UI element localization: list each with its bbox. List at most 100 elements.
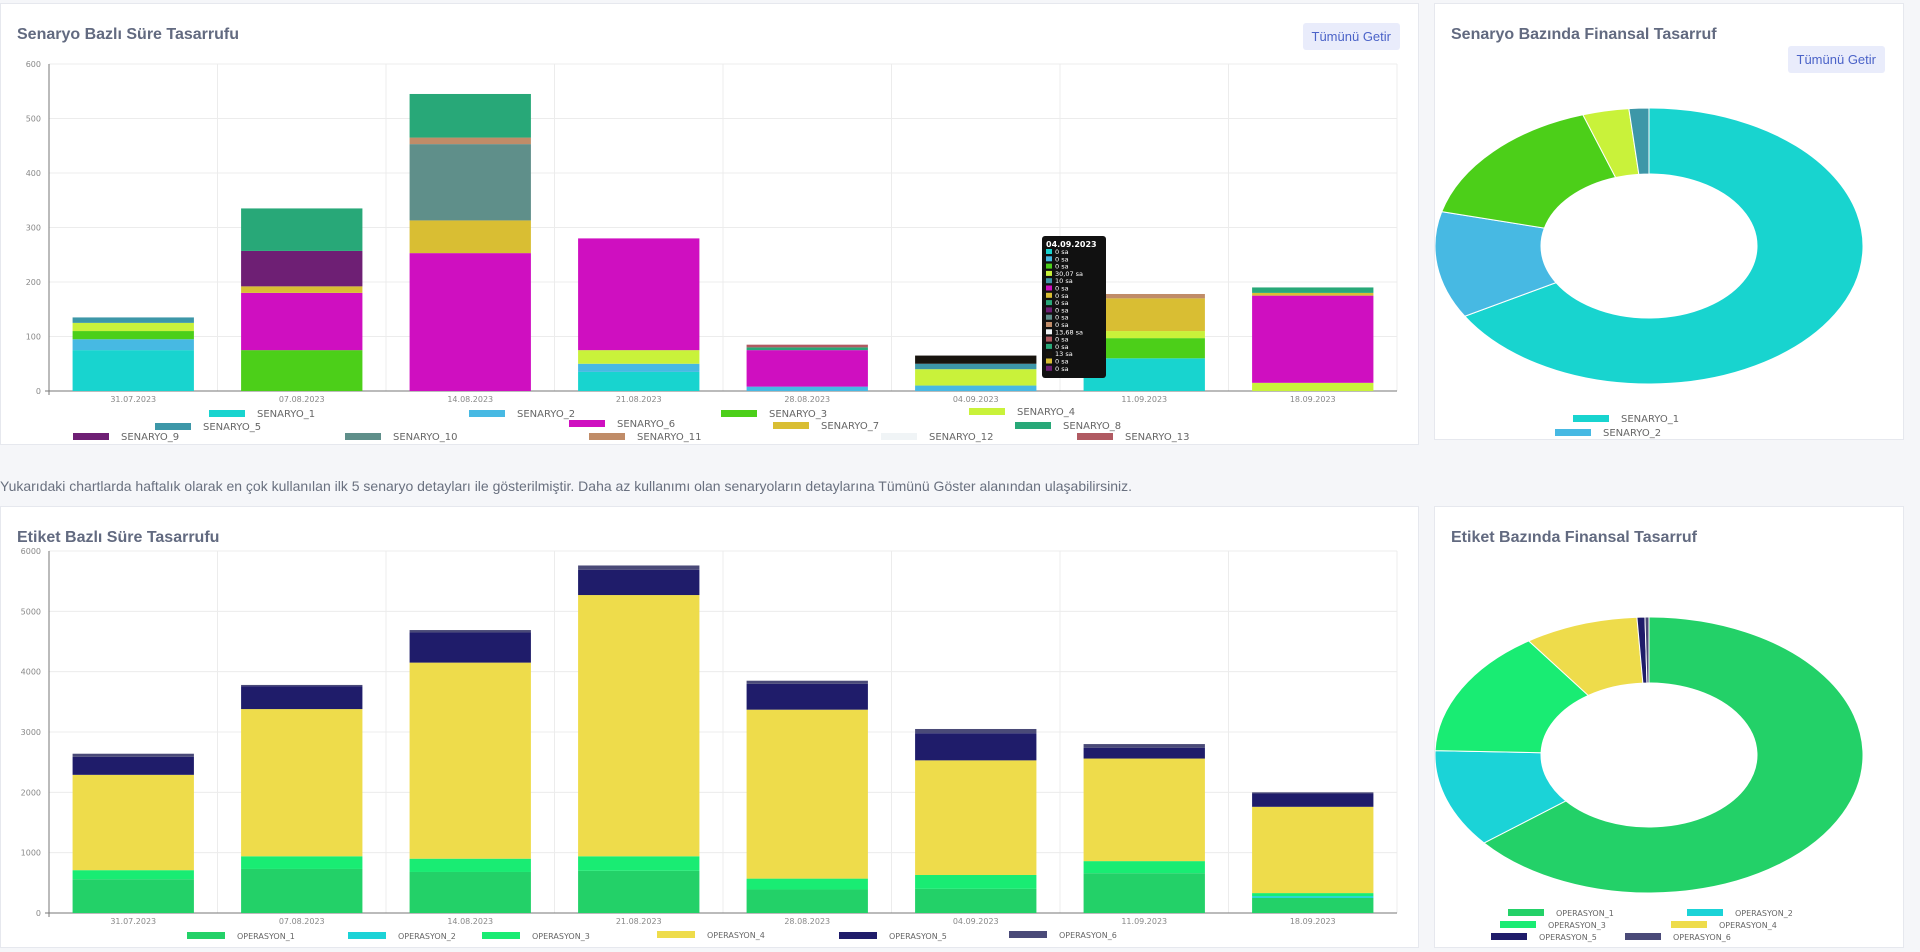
- legend-label[interactable]: SENARYO_2: [517, 409, 575, 420]
- bar-segment[interactable]: [915, 385, 1037, 391]
- bar-segment[interactable]: [241, 709, 363, 857]
- bar-segment[interactable]: [409, 137, 531, 145]
- bar-segment[interactable]: [72, 322, 194, 332]
- bar-segment[interactable]: [72, 350, 194, 391]
- donut-slice[interactable]: [1463, 107, 1864, 385]
- bar-segment[interactable]: [241, 350, 363, 391]
- legend-label[interactable]: OPERASYON_1: [1556, 909, 1614, 918]
- bar-segment[interactable]: [915, 874, 1037, 889]
- bar-segment[interactable]: [578, 569, 700, 596]
- bar-segment[interactable]: [1083, 293, 1205, 299]
- bar-segment[interactable]: [578, 595, 700, 857]
- legend-label[interactable]: OPERASYON_2: [398, 932, 456, 941]
- bar-segment[interactable]: [409, 93, 531, 138]
- bar-segment[interactable]: [241, 684, 363, 687]
- bar-segment[interactable]: [1083, 744, 1205, 748]
- bar-segment[interactable]: [746, 878, 868, 890]
- bar-segment[interactable]: [409, 253, 531, 391]
- bar-segment[interactable]: [578, 870, 700, 913]
- bar-segment[interactable]: [746, 350, 868, 387]
- bar-segment[interactable]: [746, 347, 868, 351]
- bar-segment[interactable]: [1252, 806, 1374, 894]
- bar-segment[interactable]: [915, 728, 1037, 734]
- bar-segment[interactable]: [72, 753, 194, 757]
- legend-label[interactable]: SENARYO_12: [929, 432, 993, 443]
- bar-segment[interactable]: [72, 317, 194, 323]
- bar-segment[interactable]: [241, 208, 363, 251]
- bar-segment[interactable]: [1083, 861, 1205, 874]
- bar-segment[interactable]: [72, 879, 194, 913]
- legend-label[interactable]: OPERASYON_3: [532, 932, 590, 941]
- legend-label[interactable]: OPERASYON_3: [1548, 921, 1606, 930]
- legend-label[interactable]: OPERASYON_5: [1539, 933, 1597, 942]
- bar-segment[interactable]: [409, 662, 531, 859]
- bar-segment[interactable]: [746, 680, 868, 684]
- legend-label[interactable]: SENARYO_1: [257, 409, 315, 420]
- bar-segment[interactable]: [1252, 893, 1374, 897]
- bar-segment[interactable]: [1252, 897, 1374, 913]
- donut-slice[interactable]: [1441, 114, 1617, 229]
- legend-label[interactable]: SENARYO_3: [769, 409, 827, 420]
- legend-label[interactable]: SENARYO_1: [1621, 414, 1679, 425]
- bar-segment[interactable]: [241, 292, 363, 351]
- bar-segment[interactable]: [1252, 792, 1374, 794]
- bar-segment[interactable]: [1083, 873, 1205, 913]
- bar-segment[interactable]: [746, 344, 868, 348]
- legend-label[interactable]: OPERASYON_6: [1673, 933, 1731, 942]
- bar-segment[interactable]: [409, 871, 531, 913]
- bar-segment[interactable]: [578, 371, 700, 391]
- bar-segment[interactable]: [1252, 382, 1374, 391]
- bar-segment[interactable]: [1083, 758, 1205, 862]
- bar-segment[interactable]: [578, 238, 700, 351]
- legend-label[interactable]: OPERASYON_6: [1059, 931, 1117, 940]
- legend-label[interactable]: SENARYO_2: [1603, 428, 1661, 439]
- legend-label[interactable]: SENARYO_9: [121, 432, 179, 443]
- legend-label[interactable]: OPERASYON_2: [1735, 909, 1793, 918]
- bar-segment[interactable]: [746, 386, 868, 391]
- bar-segment[interactable]: [1083, 331, 1205, 339]
- bar-segment[interactable]: [409, 630, 531, 633]
- bar-segment[interactable]: [241, 856, 363, 869]
- bar-segment[interactable]: [578, 856, 700, 871]
- bar-segment[interactable]: [1252, 295, 1374, 383]
- donut-slice[interactable]: [1483, 616, 1864, 894]
- legend-label[interactable]: OPERASYON_4: [707, 931, 765, 940]
- bar-segment[interactable]: [241, 686, 363, 710]
- bar-segment[interactable]: [915, 369, 1037, 386]
- bar-segment[interactable]: [578, 565, 700, 570]
- donut-slice[interactable]: [1628, 107, 1650, 175]
- bar-segment[interactable]: [578, 363, 700, 372]
- legend-label[interactable]: SENARYO_5: [203, 422, 261, 433]
- donut-slice[interactable]: [1644, 616, 1650, 684]
- bar-segment[interactable]: [241, 286, 363, 293]
- bar-segment[interactable]: [1252, 793, 1374, 807]
- legend-label[interactable]: SENARYO_7: [821, 421, 879, 432]
- bar-segment[interactable]: [746, 709, 868, 879]
- bar-segment[interactable]: [915, 363, 1037, 370]
- bar-segment[interactable]: [746, 889, 868, 913]
- legend-label[interactable]: OPERASYON_1: [237, 932, 295, 941]
- bar-segment[interactable]: [241, 868, 363, 913]
- bar-segment[interactable]: [915, 733, 1037, 761]
- bar-segment[interactable]: [72, 870, 194, 880]
- bar-segment[interactable]: [915, 888, 1037, 913]
- bar-segment[interactable]: [409, 858, 531, 872]
- bar-segment[interactable]: [1083, 338, 1205, 359]
- legend-label[interactable]: SENARYO_4: [1017, 407, 1075, 418]
- bar-segment[interactable]: [1252, 287, 1374, 293]
- bar-segment[interactable]: [409, 632, 531, 663]
- legend-label[interactable]: SENARYO_11: [637, 432, 701, 443]
- senaryo-finans-tumunu-getir-button[interactable]: Tümünü Getir: [1787, 46, 1885, 73]
- bar-segment[interactable]: [746, 683, 868, 710]
- legend-label[interactable]: OPERASYON_5: [889, 932, 947, 941]
- bar-segment[interactable]: [1252, 896, 1374, 898]
- legend-label[interactable]: SENARYO_8: [1063, 421, 1121, 432]
- bar-segment[interactable]: [72, 774, 194, 871]
- bar-segment[interactable]: [72, 756, 194, 775]
- legend-label[interactable]: SENARYO_6: [617, 419, 675, 430]
- bar-segment[interactable]: [409, 144, 531, 221]
- bar-segment[interactable]: [1083, 747, 1205, 759]
- donut-slice[interactable]: [1435, 640, 1590, 754]
- legend-label[interactable]: OPERASYON_4: [1719, 921, 1777, 930]
- bar-segment[interactable]: [915, 355, 1037, 364]
